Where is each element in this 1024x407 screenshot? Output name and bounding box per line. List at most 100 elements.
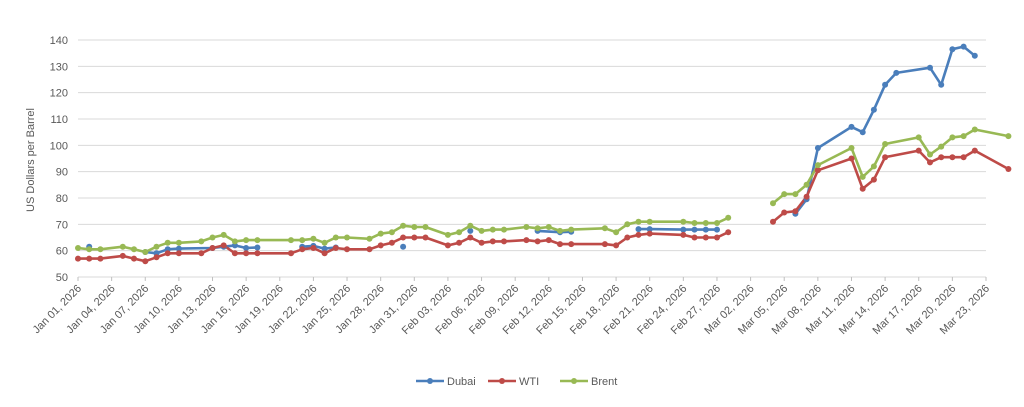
wti-data-point [938,154,945,161]
brent-data-point [366,235,373,242]
brent-data-point [557,227,563,234]
wti-data-point [770,218,776,225]
brent-data-point [478,227,485,234]
wti-data-point [220,242,227,249]
brent-data-point [388,229,395,236]
wti-data-point [624,234,631,241]
wti-data-point [534,238,541,245]
brent-data-point [400,222,407,229]
brent-data-point [299,237,306,244]
legend-item-wti: WTI [488,376,539,388]
wti-data-point [601,241,608,248]
wti-data-point [175,250,182,257]
brent-data-point [422,224,429,230]
brent-data-point [803,181,810,188]
wti-data-point [557,241,563,248]
brent-data-point [915,134,922,141]
brent-data-point [220,231,227,238]
wti-data-point [714,234,720,241]
brent-data-point [938,143,945,150]
legend-item-brent: Brent [560,376,617,388]
wti-data-point [545,237,552,244]
brent-data-point [949,134,956,141]
wti-data-point [949,154,956,161]
wti-legend-marker [499,378,505,384]
dubai-data-point [893,69,900,76]
brent-data-point [321,239,328,246]
dubai-data-point [938,81,945,88]
brent-data-point [1005,133,1012,140]
brent-data-point [310,235,317,242]
dubai-data-point [635,226,642,233]
dubai-data-point [254,244,261,251]
wti-data-point [523,237,530,244]
brent-data-point [534,225,541,232]
brent-data-point [848,145,855,151]
wti-data-point [388,239,395,246]
brent-data-point [814,162,821,169]
brent-data-point [411,224,418,230]
wti-data-point [310,245,317,251]
brent-data-point [714,220,720,226]
dubai-data-point [927,64,933,71]
wti-data-point [792,208,799,215]
wti-data-point [86,255,93,262]
wti-data-point [131,255,137,262]
brent-data-point [646,218,653,225]
dubai-data-point [949,46,956,53]
y-tick-label: 80 [56,193,68,205]
wti-data-point [915,147,922,154]
wti-data-point [243,250,250,257]
brent-data-point [882,141,889,147]
wti-data-point [153,254,160,261]
dubai-data-point [870,106,877,113]
wti-line-segment [772,149,1010,223]
dubai-data-point [814,145,821,151]
brent-legend-label: Brent [591,376,617,388]
brent-data-point [97,246,104,253]
brent-data-point [119,243,126,250]
brent-data-point [545,224,552,230]
y-tick-label: 120 [50,88,68,100]
brent-data-point [288,237,294,244]
wti-data-point [646,230,653,237]
wti-data-point [635,231,642,238]
brent-data-point [792,191,799,198]
wti-data-point [613,242,620,249]
brent-data-point [456,229,463,236]
dubai-line-segment [302,244,336,250]
brent-data-point [153,243,160,250]
wti-data-point [344,246,350,253]
y-tick-label: 140 [50,35,68,47]
wti-data-point [1005,166,1012,172]
brent-data-point [164,239,171,246]
y-tick-label: 130 [50,61,68,73]
brent-data-point [254,237,261,244]
brent-data-point [613,229,620,236]
brent-data-point [601,225,608,232]
wti-data-point [299,246,306,253]
wti-data-point [803,193,810,200]
brent-data-point [332,234,339,241]
dubai-data-point [971,52,978,59]
wti-data-point [971,147,978,154]
brent-data-point [467,222,474,229]
wti-data-point [400,234,407,241]
brent-line-segment [772,128,1009,205]
wti-data-point [478,239,485,246]
y-tick-label: 50 [56,272,68,284]
brent-data-point [680,218,687,225]
brent-data-point [960,133,967,140]
brent-data-point [209,234,216,241]
dubai-data-point [467,227,474,234]
wti-data-point [97,255,104,262]
wti-data-point [411,234,418,241]
brent-data-point [624,221,631,228]
brent-data-point [344,234,350,241]
wti-data-point [75,255,81,262]
brent-data-point [523,224,530,230]
dubai-data-point [960,43,967,50]
dubai-data-point [680,226,687,233]
